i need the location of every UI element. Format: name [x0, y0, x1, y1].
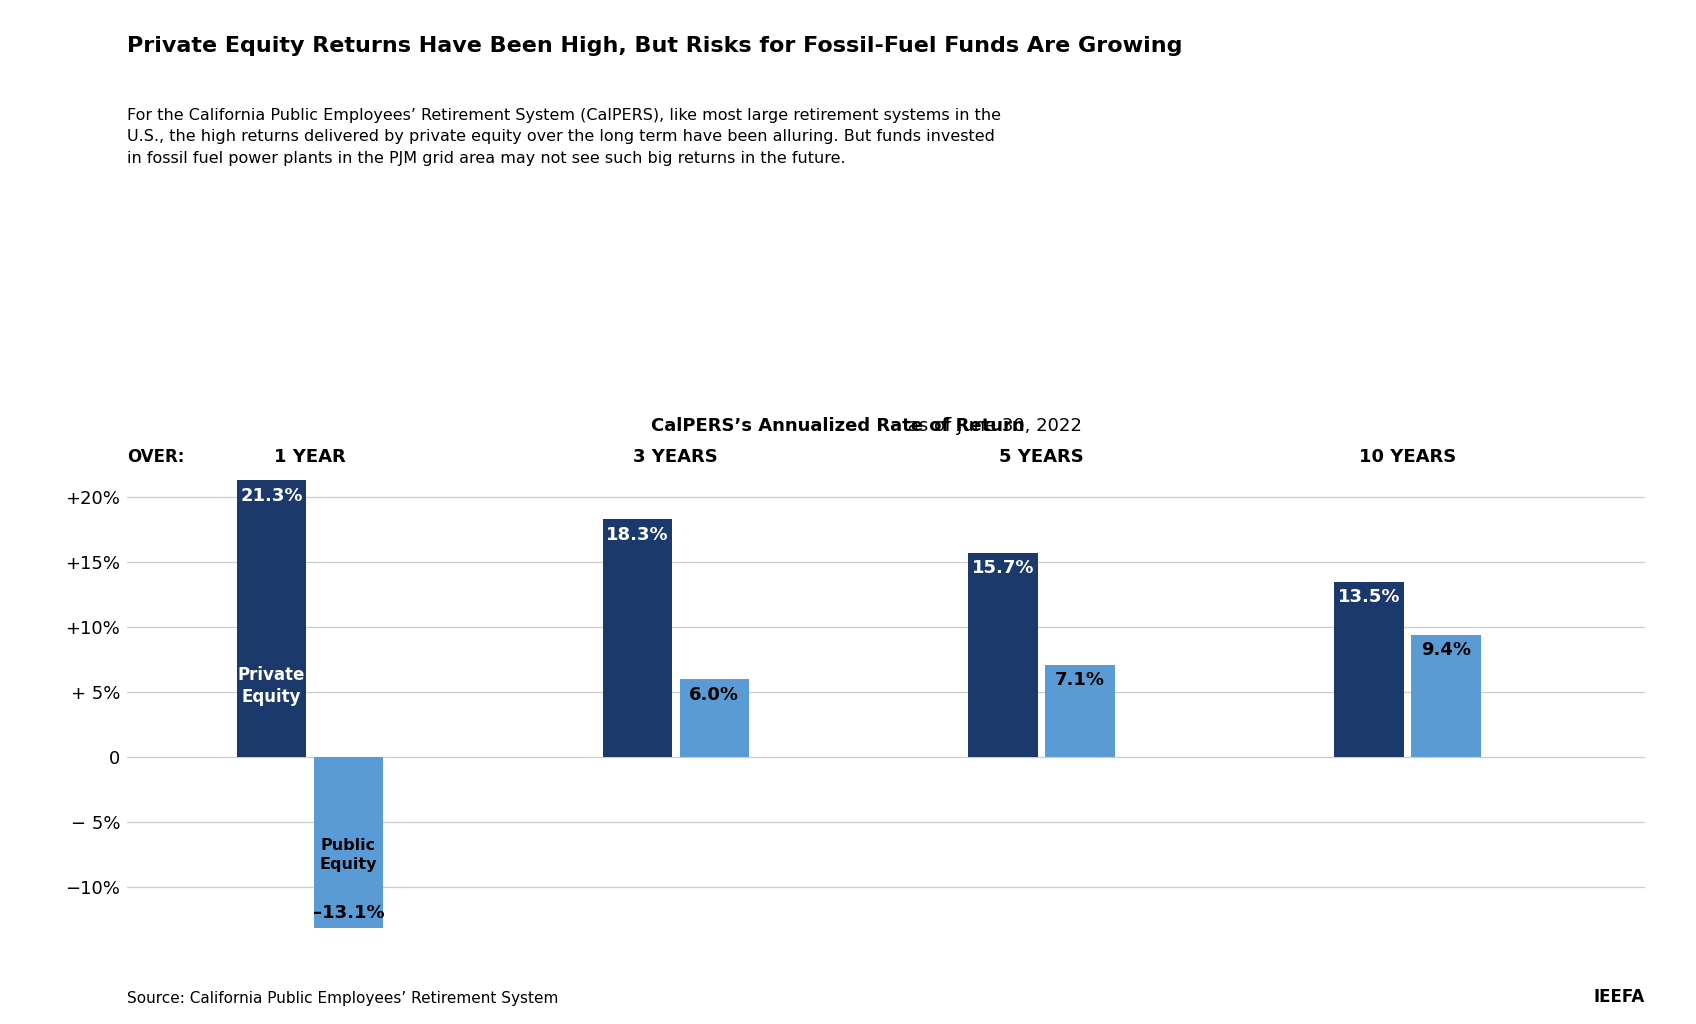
Text: IEEFA: IEEFA [1594, 987, 1645, 1006]
Text: 15.7%: 15.7% [972, 559, 1035, 578]
Text: 3 YEARS: 3 YEARS [634, 447, 717, 466]
Text: 7.1%: 7.1% [1055, 672, 1106, 689]
Text: For the California Public Employees’ Retirement System (CalPERS), like most larg: For the California Public Employees’ Ret… [127, 108, 1001, 166]
Bar [314, 757, 383, 928]
Bar [680, 679, 750, 757]
Text: Private
Equity: Private Equity [237, 666, 305, 706]
Bar [237, 480, 307, 757]
Text: 18.3%: 18.3% [605, 525, 668, 544]
Text: –13.1%: –13.1% [312, 904, 385, 923]
Text: CalPERS’s Annualized Rate of Return: CalPERS’s Annualized Rate of Return [651, 417, 1024, 435]
Bar [1411, 635, 1481, 757]
Text: OVER:: OVER: [127, 447, 185, 466]
Text: 5 YEARS: 5 YEARS [999, 447, 1084, 466]
Text: Private Equity Returns Have Been High, But Risks for Fossil-Fuel Funds Are Growi: Private Equity Returns Have Been High, B… [127, 36, 1182, 56]
Text: Source: California Public Employees’ Retirement System: Source: California Public Employees’ Ret… [127, 990, 558, 1006]
Bar [968, 553, 1038, 757]
Text: as of June 30, 2022: as of June 30, 2022 [902, 417, 1082, 435]
Text: 6.0%: 6.0% [689, 686, 739, 703]
Text: 1 YEAR: 1 YEAR [275, 447, 346, 466]
Bar [1335, 582, 1404, 757]
Text: 9.4%: 9.4% [1421, 641, 1470, 659]
Text: 10 YEARS: 10 YEARS [1358, 447, 1455, 466]
Bar [1045, 665, 1114, 757]
Text: 21.3%: 21.3% [241, 486, 304, 505]
Bar [602, 519, 672, 757]
Text: Public
Equity: Public Equity [321, 838, 377, 871]
Text: 13.5%: 13.5% [1338, 588, 1401, 606]
